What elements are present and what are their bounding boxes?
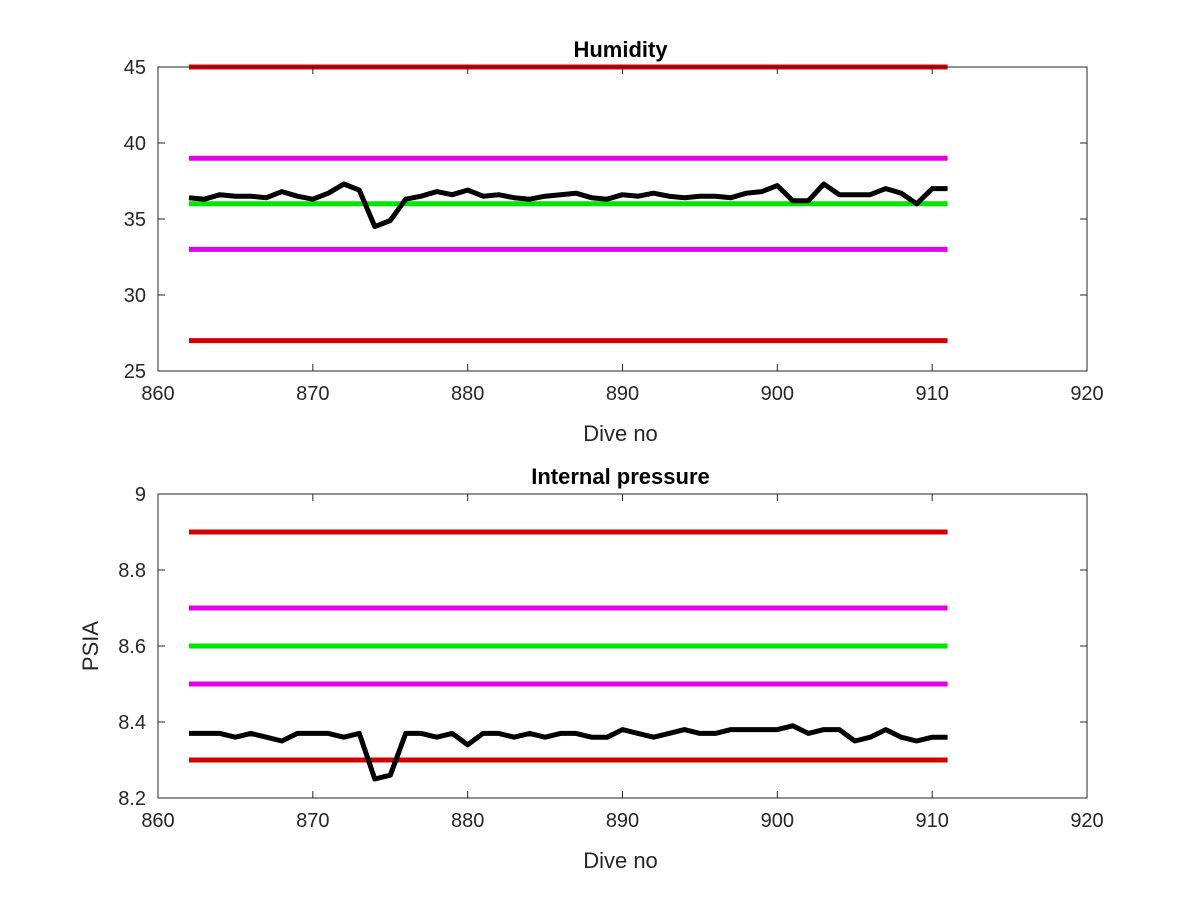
y-tick-label: 45 [124, 57, 146, 79]
series-layer [188, 64, 948, 344]
plot-area-frame [157, 66, 1088, 372]
x-tick-label: 900 [761, 383, 794, 405]
chart-title: Internal pressure [531, 464, 710, 489]
ticks-layer: 860 870 880 890 900 910 920 8.2 8.4 8.6 8.8 9 [118, 484, 1104, 832]
y-tick-label: 35 [124, 209, 146, 231]
y-tick-label: 8.2 [118, 788, 146, 810]
x-tick-label: 870 [296, 383, 329, 405]
x-tick-label: 910 [915, 383, 948, 405]
y-tick-label: 8.6 [118, 636, 146, 658]
x-tick-label: 920 [1070, 810, 1103, 832]
ticks-layer: 860 870 880 890 900 910 920 25 30 35 40 45 [124, 57, 1104, 405]
chart-title: Humidity [573, 37, 668, 62]
y-axis-label: PSIA [78, 621, 103, 671]
y-tick-label: 8.4 [118, 712, 146, 734]
x-axis-label: Dive no [583, 421, 658, 446]
x-tick-label: 890 [606, 383, 639, 405]
x-tick-label: 860 [141, 383, 174, 405]
humidity-chart: Humidity 860 870 880 890 900 910 920 25 30 35 40 45… [124, 37, 1104, 446]
series-layer [189, 529, 948, 782]
x-tick-label: 870 [296, 810, 329, 832]
internal-pressure-chart: Internal pressure 860 870 880 890 900 910 9208… [78, 464, 1104, 873]
y-tick-label: 25 [124, 361, 146, 383]
x-axis-label: Dive no [583, 848, 658, 873]
y-tick-label: 30 [124, 285, 146, 307]
x-tick-label: 860 [141, 810, 174, 832]
series-line-5 [188, 181, 948, 230]
y-tick-label: 40 [124, 133, 146, 155]
x-tick-label: 900 [761, 810, 794, 832]
y-tick-label: 9 [135, 484, 146, 506]
x-tick-label: 890 [606, 810, 639, 832]
x-tick-label: 920 [1070, 383, 1103, 405]
x-tick-label: 880 [451, 810, 484, 832]
series-line-5 [189, 723, 948, 782]
y-tick-label: 8.8 [118, 560, 146, 582]
x-tick-label: 880 [451, 383, 484, 405]
x-tick-label: 910 [915, 810, 948, 832]
